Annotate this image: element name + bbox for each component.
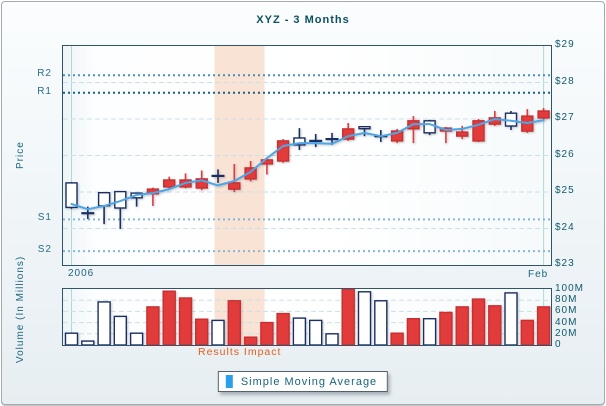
candle-down[interactable]: [146, 187, 160, 206]
candle-down[interactable]: [472, 119, 485, 142]
volume-chart[interactable]: [62, 288, 552, 346]
candle-up[interactable]: [114, 190, 127, 229]
volume-bar-down[interactable]: [260, 321, 274, 345]
volume-axis-ticks: 100M 80M 60M 40M 20M 0: [555, 2, 604, 404]
volume-bar-up[interactable]: [292, 317, 307, 345]
x-axis-end-label: Feb: [528, 269, 549, 280]
results-impact-label: Results Impact: [198, 346, 282, 358]
volume-tick-label: 60M: [555, 305, 578, 317]
pivot-level-label-s1: S1: [37, 212, 52, 224]
volume-bar-down[interactable]: [406, 318, 421, 345]
volume-bar-up[interactable]: [129, 332, 144, 345]
volume-bar-down[interactable]: [194, 318, 209, 345]
volume-bar-up[interactable]: [97, 301, 111, 345]
volume-bar-up[interactable]: [374, 300, 388, 345]
price-tick-label: $26: [555, 148, 575, 160]
volume-bar-down[interactable]: [227, 300, 242, 345]
pivot-level-label-r1: R1: [37, 85, 52, 97]
chart-title: XYZ - 3 Months: [256, 14, 350, 26]
volume-bar-down[interactable]: [455, 306, 469, 345]
price-tick-label: $29: [555, 39, 575, 50]
volume-bar-down[interactable]: [439, 311, 453, 346]
volume-bar-up[interactable]: [357, 291, 372, 345]
candle-down[interactable]: [537, 108, 550, 120]
candle-up[interactable]: [358, 125, 371, 137]
pivot-level-label-r2: R2: [37, 68, 52, 80]
sma-legend[interactable]: Simple Moving Average: [217, 371, 389, 392]
volume-bar-down[interactable]: [243, 336, 258, 345]
volume-bar-down[interactable]: [162, 290, 176, 345]
volume-bar-down[interactable]: [488, 305, 502, 345]
volume-bar-down[interactable]: [520, 319, 534, 345]
volume-bar-up[interactable]: [325, 333, 339, 345]
volume-bar-down[interactable]: [341, 289, 355, 345]
pivot-level-label-s2: S2: [37, 244, 52, 256]
volume-tick-label: 40M: [555, 316, 578, 328]
price-tick-label: $28: [555, 75, 575, 87]
volume-bar-down[interactable]: [276, 312, 290, 345]
volume-tick-label: 80M: [555, 294, 578, 306]
candle-up[interactable]: [293, 128, 306, 150]
price-tick-label: $25: [555, 185, 575, 196]
sma-line: [70, 118, 545, 211]
candle-down[interactable]: [407, 116, 420, 144]
price-tick-label: $23: [555, 258, 575, 269]
candle-down[interactable]: [390, 128, 404, 144]
candle-doji[interactable]: [309, 134, 323, 148]
volume-bar-up[interactable]: [81, 340, 95, 345]
price-tick-label: $24: [555, 221, 575, 233]
x-axis-start-label: 2006: [68, 268, 95, 279]
price-chart[interactable]: [62, 45, 552, 266]
candle-down[interactable]: [179, 173, 192, 189]
volume-bar-up[interactable]: [113, 315, 127, 345]
volume-bar-up[interactable]: [422, 318, 437, 345]
candle-down[interactable]: [276, 139, 290, 163]
price-tick-label: $27: [555, 112, 575, 123]
sma-legend-marker-icon: [225, 375, 233, 388]
candle-up[interactable]: [423, 119, 436, 136]
candle-down[interactable]: [342, 123, 355, 141]
candle-down[interactable]: [162, 176, 176, 190]
pivot-level-labels: R2 R1 S1 S2: [2, 2, 58, 404]
volume-bar-down[interactable]: [471, 298, 486, 345]
candle-down[interactable]: [521, 109, 534, 133]
volume-bar-down[interactable]: [390, 332, 404, 345]
candle-down[interactable]: [228, 163, 241, 192]
volume-bar-up[interactable]: [504, 292, 518, 345]
volume-bar-down[interactable]: [178, 297, 193, 345]
volume-tick-label: 20M: [555, 327, 578, 339]
volume-bar-up[interactable]: [211, 319, 225, 345]
volume-bar-up[interactable]: [64, 332, 79, 345]
volume-bar-up[interactable]: [308, 319, 323, 345]
volume-bar-down[interactable]: [146, 306, 160, 345]
candle-up[interactable]: [97, 191, 111, 225]
sma-legend-label: Simple Moving Average: [240, 375, 378, 388]
volume-tick-label: 0: [555, 339, 562, 350]
volume-bar-down[interactable]: [536, 306, 551, 345]
volume-tick-label: 100M: [555, 283, 585, 294]
price-axis-ticks: $29 $28 $27 $26 $25 $24 $23: [555, 2, 604, 404]
candle-doji[interactable]: [211, 169, 225, 183]
